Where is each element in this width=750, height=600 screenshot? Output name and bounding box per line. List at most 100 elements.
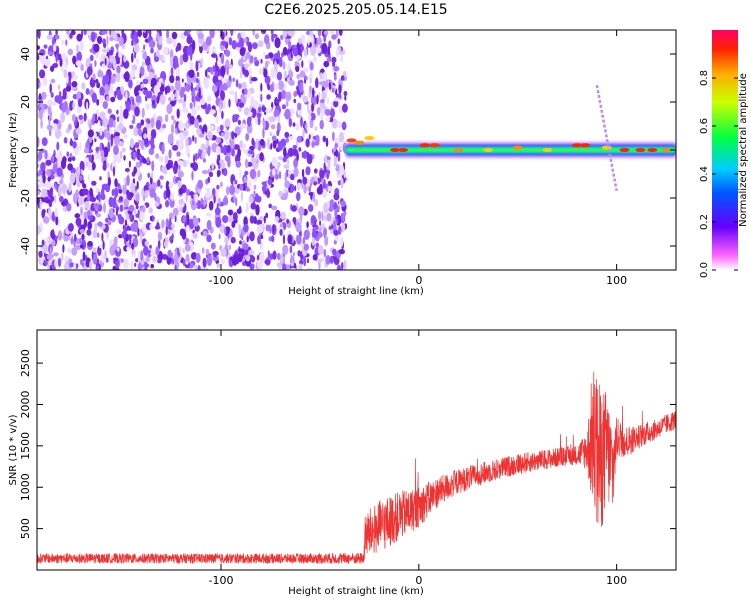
noise-speckle	[251, 137, 255, 146]
noise-speckle	[83, 112, 87, 122]
noise-speckle	[282, 263, 287, 270]
noise-speckle	[240, 31, 246, 38]
noise-speckle	[101, 183, 109, 190]
noise-speckle	[271, 205, 278, 211]
noise-speckle	[233, 30, 236, 36]
noise-speckle	[282, 189, 287, 194]
noise-speckle	[210, 242, 216, 250]
noise-speckle	[319, 183, 323, 193]
noise-speckle	[161, 165, 168, 174]
noise-speckle	[244, 170, 249, 176]
noise-speckle	[45, 237, 49, 245]
snr-ticks: -100 0 100 500 1000 1500 2000 2500	[19, 330, 676, 587]
noise-speckle	[89, 187, 93, 198]
noise-speckle	[325, 137, 329, 147]
noise-speckle	[106, 132, 111, 142]
noise-speckle	[215, 145, 221, 156]
noise-speckle	[66, 30, 70, 36]
noise-speckle	[182, 248, 185, 254]
noise-speckle	[72, 101, 75, 110]
noise-speckle	[47, 189, 53, 198]
noise-speckle	[209, 30, 215, 39]
noise-speckle	[216, 184, 220, 190]
noise-speckle	[156, 81, 162, 88]
noise-speckle	[195, 252, 201, 263]
noise-speckle	[234, 180, 238, 185]
noise-speckle	[213, 194, 216, 204]
noise-speckle	[90, 196, 97, 203]
snr-y-tick-label: 500	[19, 518, 32, 539]
noise-speckle	[340, 75, 345, 81]
noise-speckle	[60, 112, 65, 123]
noise-speckle	[207, 145, 211, 157]
noise-speckle	[113, 257, 118, 262]
noise-speckle	[170, 67, 174, 78]
noise-speckle	[254, 115, 258, 126]
noise-speckle	[261, 105, 266, 113]
noise-speckle	[100, 149, 105, 158]
noise-speckle	[240, 69, 243, 79]
noise-speckle	[300, 43, 303, 54]
noise-speckle	[105, 257, 109, 263]
noise-speckle	[232, 212, 238, 221]
noise-speckle	[268, 203, 272, 209]
noise-speckle	[95, 79, 99, 84]
noise-speckle	[91, 92, 97, 104]
noise-speckle	[80, 189, 83, 195]
noise-speckle	[87, 129, 94, 138]
noise-speckle	[52, 163, 58, 173]
noise-speckle	[185, 160, 190, 165]
noise-speckle	[130, 182, 136, 194]
colorbar-ticks: 0.0 0.2 0.4 0.6 0.8	[699, 70, 738, 278]
snr-y-tick-label: 1500	[19, 432, 32, 460]
noise-speckle	[325, 202, 328, 213]
noise-speckle	[216, 202, 219, 214]
noise-speckle	[79, 160, 85, 172]
noise-speckle	[90, 31, 96, 43]
noise-speckle	[271, 135, 277, 141]
noise-speckle	[173, 164, 178, 175]
noise-speckle	[303, 150, 307, 160]
noise-speckle	[234, 126, 241, 136]
noise-speckle	[333, 100, 339, 108]
noise-speckle	[293, 91, 298, 97]
noise-speckle	[182, 52, 189, 63]
noise-speckle	[150, 264, 155, 269]
noise-speckle	[296, 135, 302, 143]
noise-speckle	[270, 30, 274, 35]
snr-frame	[36, 329, 677, 571]
noise-speckle	[193, 96, 196, 108]
noise-speckle	[113, 187, 119, 198]
noise-speckle	[81, 82, 86, 90]
noise-speckle	[203, 131, 206, 139]
noise-speckle	[83, 218, 88, 228]
noise-speckle	[265, 224, 271, 232]
noise-speckle	[283, 147, 287, 158]
noise-speckle	[192, 200, 195, 206]
snr-y-tick-label: 1000	[19, 473, 32, 501]
noise-speckle	[125, 90, 128, 102]
noise-speckle	[335, 138, 340, 144]
noise-speckle	[39, 81, 42, 88]
noise-speckle	[40, 118, 43, 129]
noise-speckle	[143, 263, 150, 268]
ridge-hotspot	[579, 143, 590, 148]
noise-speckle	[200, 197, 204, 207]
noise-speckle	[150, 117, 155, 128]
noise-speckle	[264, 54, 270, 60]
noise-speckle	[142, 89, 149, 96]
noise-speckle	[206, 254, 213, 266]
noise-speckle	[278, 171, 282, 180]
noise-speckle	[243, 63, 249, 70]
noise-speckle	[326, 212, 332, 222]
noise-speckle	[255, 142, 259, 149]
noise-speckle	[240, 191, 243, 202]
noise-speckle	[53, 252, 59, 257]
noise-speckle	[189, 115, 195, 125]
noise-speckle	[287, 62, 291, 71]
noise-speckle	[188, 69, 195, 78]
noise-speckle	[169, 75, 175, 84]
noise-speckle	[136, 80, 140, 86]
noise-speckle	[301, 60, 304, 68]
noise-speckle	[235, 161, 242, 168]
